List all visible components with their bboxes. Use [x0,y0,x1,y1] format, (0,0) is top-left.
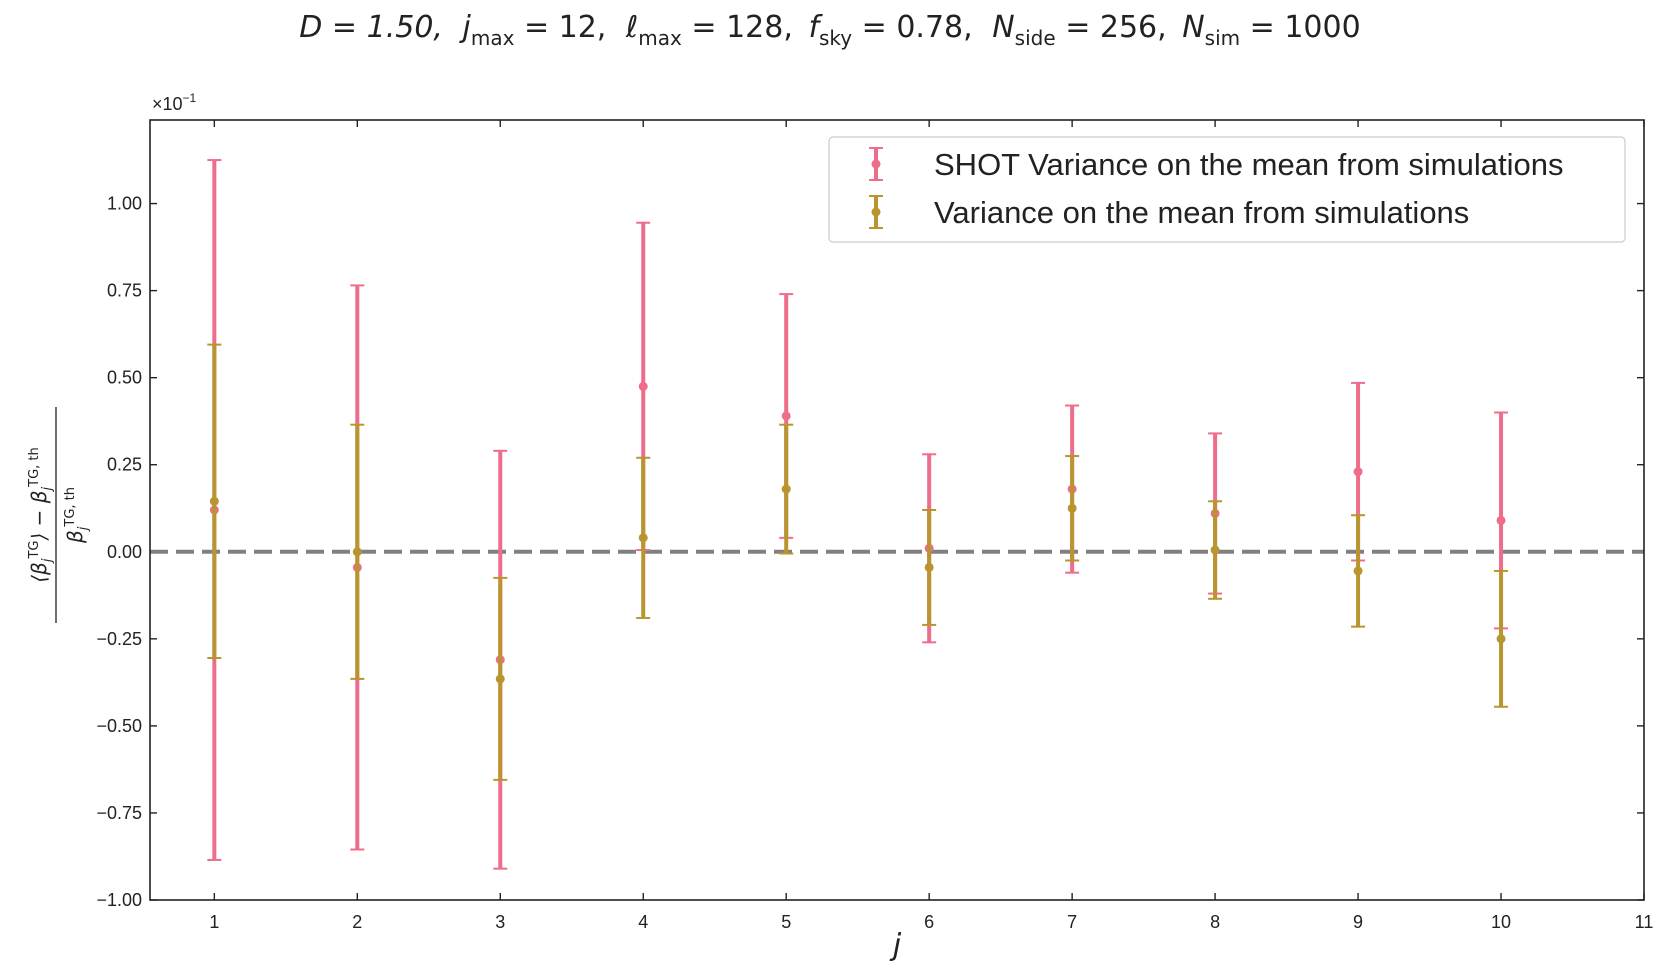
x-tick-label: 5 [781,912,791,932]
data-point [924,562,934,572]
series-layer [207,159,1509,870]
y-axis-label: ⟨βjTG⟩ − βjTG, th βjTG, th [27,407,91,623]
y-tick-label: −0.25 [96,629,142,649]
x-tick-label: 1 [209,912,219,932]
data-point [638,381,648,391]
y-tick-label: −0.50 [96,716,142,736]
y-tick-label: −1.00 [96,890,142,910]
legend: SHOT Variance on the mean from simulatio… [828,136,1626,243]
legend-label-variance: Variance on the mean from simulations [934,195,1469,230]
data-point [1496,515,1506,525]
y-tick-label: 0.25 [107,455,142,475]
x-tick-label: 10 [1491,912,1511,932]
errorbar-1-5 [779,423,794,555]
svg-text:⟨βjTG⟩ − βjTG, th: ⟨βjTG⟩ − βjTG, th [27,447,55,583]
y-tick-label: 0.75 [107,281,142,301]
legend-point [871,159,881,169]
y-tick-label: 0.50 [107,368,142,388]
x-tick-label: 2 [352,912,362,932]
svg-text:βjTG, th: βjTG, th [63,487,91,544]
errorbar-1-6 [922,509,937,626]
data-point [495,674,505,684]
data-point [1353,566,1363,576]
legend-marker-1 [869,195,883,229]
plot-frame [149,119,1645,901]
x-tick-label: 4 [638,912,648,932]
data-point [352,547,362,557]
data-point [1210,545,1220,555]
legend-box [828,136,1626,243]
ticks-layer: 1 2 3 4 5 6 7 8 9 10 11 −1.00 −0.75 −0.50 −0.25 0.00 0.2… [96,120,1653,932]
data-point [781,411,791,421]
errorbar-1-4 [636,456,651,619]
errorbar-1-3 [493,576,508,781]
data-point [1353,467,1363,477]
data-point [1496,634,1506,644]
data-point [209,496,219,506]
x-axis-label: j [889,928,902,963]
errorbar-1-2 [350,423,365,680]
x-tick-label: 3 [495,912,505,932]
legend-label-shot: SHOT Variance on the mean from simulatio… [934,147,1563,182]
errorbar-1-8 [1208,500,1223,600]
x-tick-label: 7 [1067,912,1077,932]
x-tick-label: 6 [924,912,934,932]
errorbar-1-9 [1351,514,1366,628]
series-1 [207,343,1509,781]
x-tick-label: 11 [1635,912,1654,932]
x-tick-label: 9 [1353,912,1363,932]
data-point [1067,503,1077,513]
y-tick-label: 0.00 [107,542,142,562]
series-0 [207,159,1509,870]
legend-point [871,207,881,217]
errorbar-1-7 [1065,455,1080,562]
legend-marker-0 [869,147,883,181]
chart-title: D = 1.50, jmax = 12, ℓmax = 128, fsky = … [299,10,1360,50]
errorbar-1-10 [1494,569,1509,708]
y-tick-label: 1.00 [107,194,142,214]
y-tick-label: −0.75 [96,803,142,823]
errorbar-1-1 [207,343,222,659]
x-tick-label: 8 [1210,912,1220,932]
data-point [781,484,791,494]
data-point [638,533,648,543]
y-axis-multiplier: ×10−1 [152,91,197,114]
